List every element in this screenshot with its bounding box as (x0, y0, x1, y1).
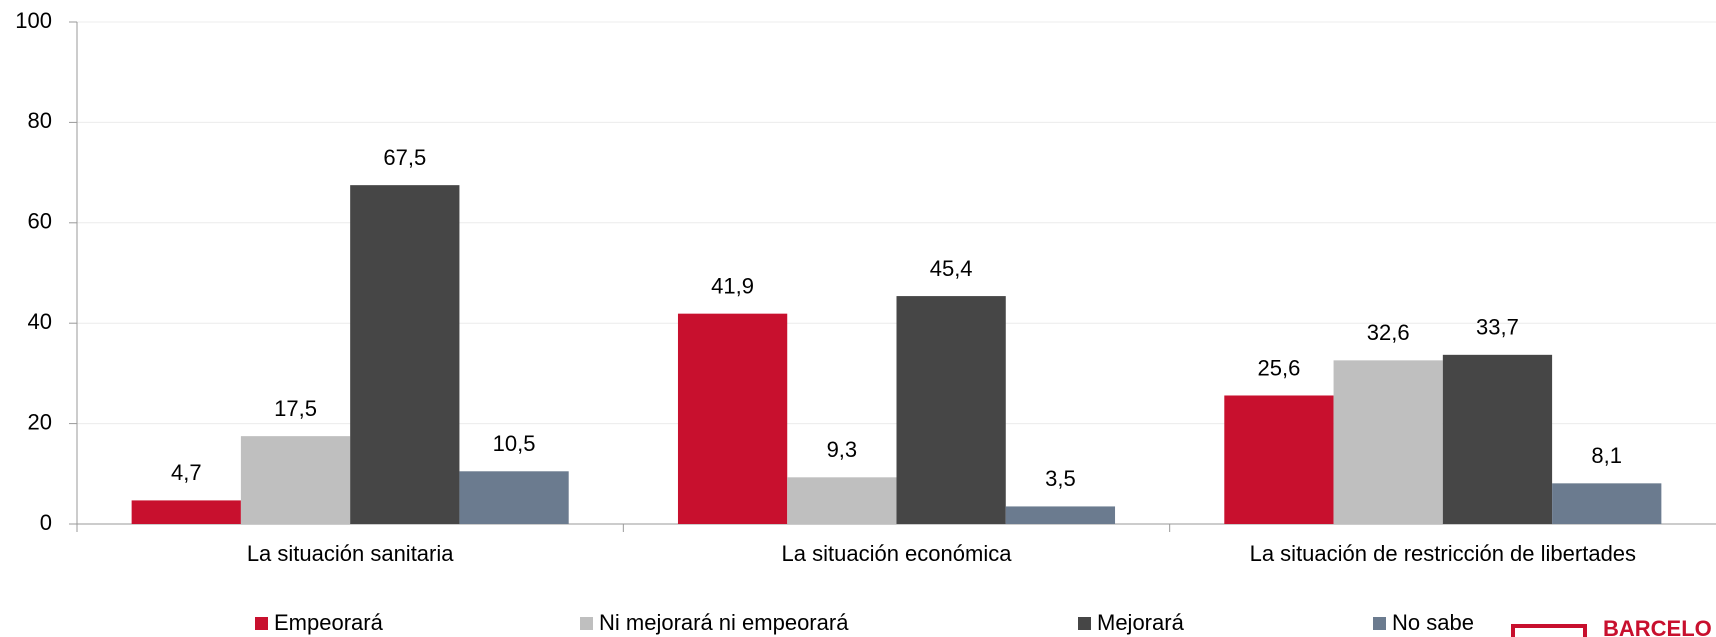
data-label: 9,3 (827, 437, 858, 462)
x-tick-label: La situación de restricción de libertade… (1250, 541, 1636, 566)
data-label: 67,5 (383, 145, 426, 170)
y-tick-label: 100 (15, 8, 52, 33)
legend-label: Mejorará (1097, 610, 1185, 635)
data-label: 4,7 (171, 460, 202, 485)
bar (240, 436, 351, 524)
y-tick-label: 20 (28, 409, 52, 434)
bar (677, 313, 788, 524)
logo-box (1511, 624, 1587, 637)
bar (1224, 395, 1334, 524)
legend-swatch (1078, 617, 1091, 630)
x-tick-label: La situación económica (782, 541, 1013, 566)
bar (1552, 483, 1662, 524)
bar (896, 296, 1006, 524)
legend-label: Empeorará (274, 610, 384, 635)
bar (1442, 354, 1553, 524)
data-label: 25,6 (1258, 355, 1301, 380)
data-label: 41,9 (711, 273, 754, 298)
x-tick-label: La situación sanitaria (247, 541, 454, 566)
data-label: 33,7 (1476, 315, 1519, 340)
legend-swatch (580, 617, 593, 630)
y-tick-label: 0 (40, 510, 52, 535)
y-tick-label: 80 (28, 108, 52, 133)
data-label: 10,5 (493, 431, 536, 456)
y-tick-label: 60 (28, 209, 52, 234)
data-label: 17,5 (274, 396, 317, 421)
logo: BARCELO (1603, 616, 1712, 637)
data-label: 3,5 (1045, 466, 1076, 491)
bar (350, 185, 460, 524)
y-tick-label: 40 (28, 309, 52, 334)
data-label: 8,1 (1591, 443, 1622, 468)
bar (1005, 506, 1116, 524)
bar (131, 500, 241, 524)
data-label: 32,6 (1367, 320, 1410, 345)
data-label: 45,4 (930, 256, 973, 281)
legend-label: Ni mejorará ni empeorará (599, 610, 849, 635)
bar (459, 471, 569, 524)
legend-swatch (255, 617, 268, 630)
legend-swatch (1373, 617, 1386, 630)
legend-label: No sabe (1392, 610, 1474, 635)
bar (787, 477, 897, 524)
bar (1333, 360, 1443, 524)
